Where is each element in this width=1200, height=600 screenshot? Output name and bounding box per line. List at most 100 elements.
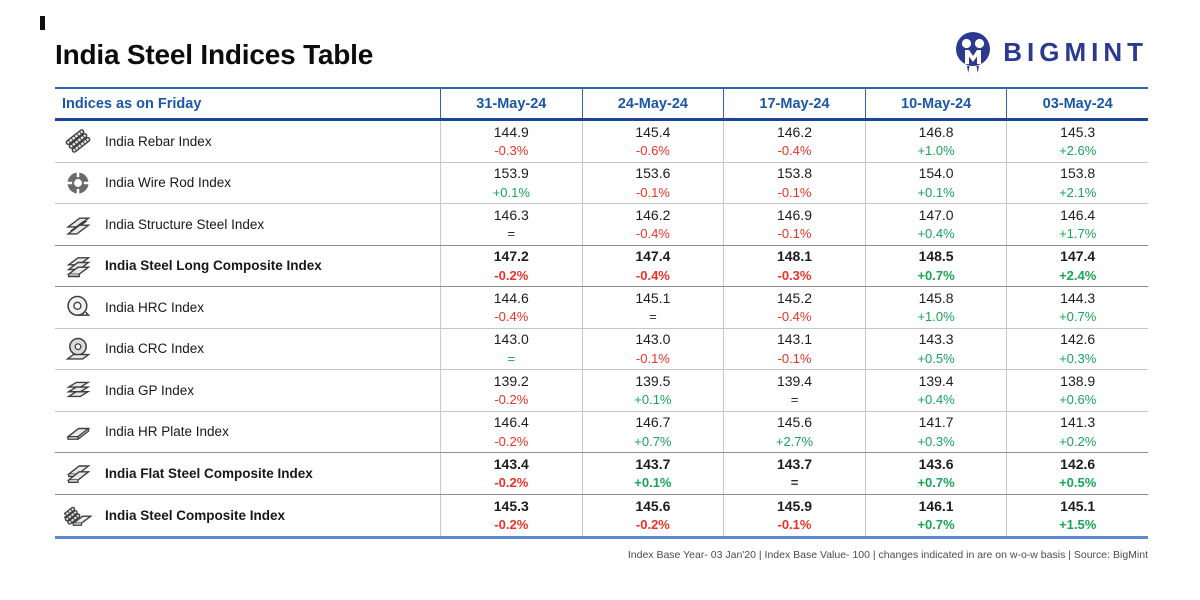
bigmint-logo-icon [952,30,994,74]
index-name-cell: India CRC Index [55,329,440,370]
index-value: 154.0 [918,165,954,182]
index-value: 144.6 [493,289,529,306]
column-header-indices: Indices as on Friday [62,95,202,112]
index-value: 139.4 [918,372,954,389]
index-value: 142.6 [1060,455,1096,472]
value-cell: 153.8 +2.1% [1006,162,1148,203]
index-value: 142.6 [1060,331,1096,348]
hrc-coil-icon [64,293,92,321]
index-name-cell: India Flat Steel Composite Index [55,453,440,494]
index-change: -0.4% [635,226,670,242]
index-change: = [507,350,516,366]
index-label: India Rebar Index [105,133,212,149]
flat-steel-composite-icon [64,459,92,487]
index-value: 146.8 [918,123,954,140]
value-cell: 143.6 +0.7% [864,453,1007,494]
index-value: 146.1 [918,497,954,514]
index-change: -0.2% [494,475,529,491]
index-change: -0.4% [494,309,529,325]
index-value: 143.6 [918,455,954,472]
value-cell: 147.0 +0.4% [864,204,1007,245]
index-value: 143.1 [776,331,813,348]
table-row: India Steel Composite Index 145.3 -0.2% 145… [55,494,1148,536]
index-label: India Steel Long Composite Index [105,258,322,274]
index-label: India GP Index [105,382,195,398]
index-value: 145.6 [776,414,813,431]
index-value: 139.5 [635,372,671,389]
index-value: 144.9 [493,123,529,140]
rebar-icon [64,127,92,155]
index-name-cell: India HR Plate Index [55,412,440,453]
table-row: India Wire Rod Index 153.9 +0.1% 153.6 -0.1%… [55,162,1148,204]
index-change: -0.4% [635,267,670,283]
column-header-date-1: 31-May-24 [440,89,582,118]
value-cell: 143.3 +0.5% [864,328,1007,369]
index-change: -0.2% [494,433,529,449]
index-change: -0.3% [494,143,529,159]
value-cell: 144.3 +0.7% [1006,287,1148,328]
index-change: -0.1% [635,350,670,366]
table-body: India Rebar Index 144.9 -0.3% 145.4 -0.6% 146… [55,121,1148,536]
value-cell: 141.3 +0.2% [1006,411,1148,452]
value-cell: 146.1 +0.7% [864,494,1007,536]
page-title: India Steel Indices Table [55,39,374,70]
index-value: 145.3 [1060,123,1096,140]
top-bar: India Steel Indices Table BIGMINT [0,0,1200,74]
index-value: 138.9 [1060,372,1096,389]
value-cell: 146.3 = [440,204,582,245]
index-change: -0.1% [777,226,812,242]
footnote: Index Base Year- 03 Jan'20 | Index Base … [627,549,1148,561]
table-row: India Flat Steel Composite Index 143.4 -0.… [55,453,1148,495]
table-row: India HR Plate Index 146.4 -0.2% 146.7 +0.7%… [55,411,1148,453]
bigmint-logo-text: BIGMINT [1003,36,1148,67]
value-cell: 148.1 -0.3% [723,245,865,286]
index-value: 145.8 [918,289,954,306]
index-value: 147.0 [918,206,954,223]
value-cell: 141.7 +0.3% [864,411,1007,452]
value-cell: 147.2 -0.2% [440,245,582,286]
index-value: 148.1 [776,248,813,265]
index-value: 145.6 [635,497,671,514]
index-name-cell: India GP Index [55,370,440,411]
value-cell: 138.9 +0.6% [1006,370,1148,411]
index-change: -0.4% [777,143,812,159]
table-header-row: Indices as on Friday 31-May-24 24-May-24… [55,87,1148,121]
index-value: 145.9 [776,497,813,514]
index-value: 146.7 [635,414,671,431]
index-change: +1.0% [917,143,955,159]
index-value: 143.7 [776,455,813,472]
column-header-date-3: 17-May-24 [723,89,865,118]
index-change: +1.0% [917,309,955,325]
structure-steel-icon [64,210,92,238]
value-cell: 139.5 +0.1% [581,370,724,411]
value-cell: 153.6 -0.1% [581,162,724,203]
index-value: 139.2 [493,372,529,389]
index-value: 147.2 [493,248,529,265]
index-change: +0.1% [917,184,955,200]
value-cell: 139.4 = [723,370,865,411]
value-cell: 144.6 -0.4% [440,287,582,328]
column-header-date-5: 03-May-24 [1006,89,1148,118]
index-change: +0.3% [1059,350,1097,366]
index-value: 146.4 [1060,206,1096,223]
column-header-date-2: 24-May-24 [581,89,724,118]
index-value: 148.5 [918,248,954,265]
value-cell: 144.9 -0.3% [440,121,582,162]
value-cell: 154.0 +0.1% [864,162,1007,203]
index-value: 146.4 [493,414,529,431]
value-cell: 139.2 -0.2% [440,370,582,411]
value-cell: 147.4 -0.4% [581,245,724,286]
table-row: India Steel Long Composite Index 147.2 -0.… [55,245,1148,287]
index-label: India HR Plate Index [105,424,229,440]
value-cell: 145.1 = [581,287,724,328]
index-change: +0.2% [1059,433,1097,449]
value-cell: 146.8 +1.0% [864,121,1007,162]
index-label: India Structure Steel Index [105,216,265,232]
index-change: -0.1% [635,184,670,200]
gp-sheets-icon [64,376,92,404]
value-cell: 146.2 -0.4% [581,204,724,245]
value-cell: 145.1 +1.5% [1006,494,1148,536]
wire-rod-icon [64,169,92,197]
index-label: India Steel Composite Index [105,507,286,523]
value-cell: 143.4 -0.2% [440,453,582,494]
